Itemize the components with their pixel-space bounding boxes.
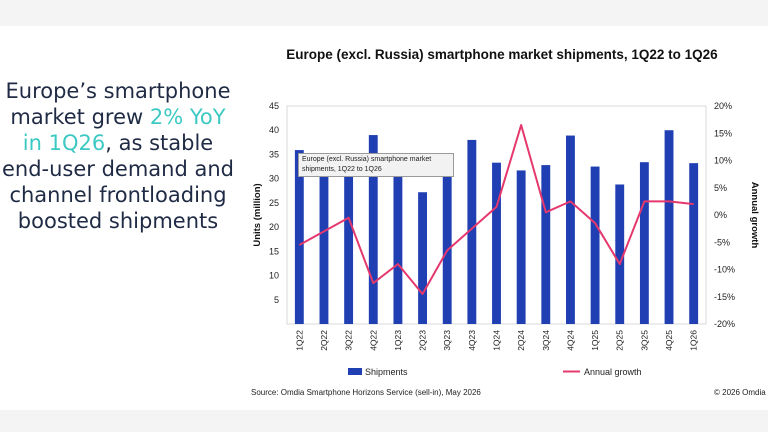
y2-tick-label: -10% [714,265,735,275]
shipments-bar [294,150,304,324]
shipments-bar [319,168,329,324]
x-tick-label: 3Q25 [639,330,649,351]
x-tick-label: 3Q23 [442,330,452,351]
x-tick-label: 3Q22 [344,330,354,351]
shipments-bar [689,163,699,324]
y2-tick-label: -20% [714,319,735,329]
x-tick-label: 2Q24 [516,330,526,351]
x-tick-label: 4Q25 [664,330,674,351]
annual-growth-line [298,124,694,296]
y-tick-label: 40 [269,125,279,135]
y2-tick-label: 0% [714,210,727,220]
x-tick-label: 1Q24 [492,330,502,351]
y-tick-label: 15 [269,246,279,256]
y-tick-label: 30 [269,174,279,184]
x-tick-label: 1Q26 [689,330,699,351]
shipments-bar [492,162,501,324]
x-tick-label: 1Q22 [294,330,304,351]
source-note: Source: Omdia Smartphone Horizons Servic… [251,388,481,397]
x-tick-label: 4Q22 [368,330,378,351]
y-tick-label: 35 [269,149,279,159]
x-tick-label: 1Q23 [393,330,403,351]
shipments-bar [344,166,354,324]
shipments-bar [516,170,526,324]
shipments-bar [590,166,600,324]
y-tick-label: 5 [274,295,279,305]
y-tick-label: 20 [269,222,279,232]
x-tick-label: 2Q23 [418,330,428,351]
x-tick-label: 2Q25 [615,330,625,351]
chart-tooltip: Europe (excl. Russia) smartphone market … [298,153,454,177]
y2-tick-label: 15% [714,128,732,138]
shipments-bar [442,172,452,324]
slide-headline: Europe’s smartphone market grew 2% YoY i… [0,78,236,234]
legend-label-growth: Annual growth [584,367,642,377]
legend-swatch-shipments [348,368,362,375]
headline-text-end: , as stable end-user demand and channel … [1,131,234,233]
y2-axis-label: Annual growth [749,182,760,249]
copyright-note: © 2026 Omdia [714,388,766,397]
headline-text: Europe’s smartphone market grew [5,79,231,129]
shipments-bar [615,184,625,324]
y2-tick-label: -5% [714,237,730,247]
shipments-bar [368,135,378,324]
y2-tick-label: 5% [714,183,727,193]
y-tick-label: 10 [269,271,279,281]
top-band [0,0,768,26]
legend-label-shipments: Shipments [365,367,408,377]
shipments-bar [541,165,551,324]
x-tick-label: 2Q22 [319,330,329,351]
y-axis-label: Units (million) [252,183,263,246]
headline-highlight: 2% YoY in 1Q26 [22,105,226,155]
y2-tick-label: 20% [714,101,732,111]
shipments-bar [467,139,477,324]
y2-tick-label: -15% [714,292,735,302]
x-tick-label: 1Q25 [590,330,600,351]
chart-title: Europe (excl. Russia) smartphone market … [286,47,718,62]
shipments-bar [664,130,674,324]
x-tick-label: 3Q24 [541,330,551,351]
bottom-band [0,410,768,432]
y-tick-label: 45 [269,101,279,111]
y2-tick-label: 10% [714,156,732,166]
x-tick-label: 4Q24 [565,330,575,351]
shipments-bar [566,135,575,324]
shipments-bar [418,192,427,324]
x-tick-label: 4Q23 [467,330,477,351]
shipments-bar [639,162,649,324]
y-tick-label: 25 [269,198,279,208]
shipments-bar [393,171,403,324]
